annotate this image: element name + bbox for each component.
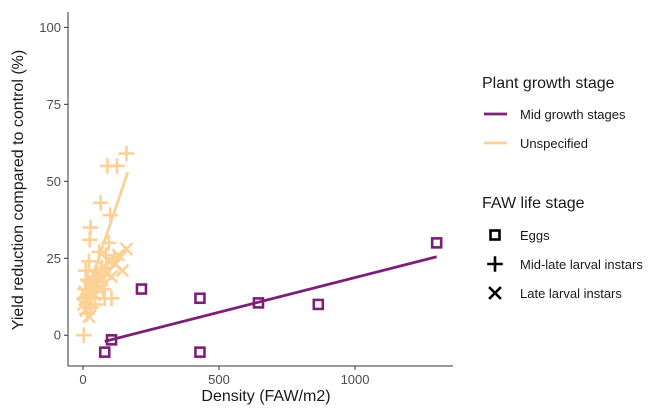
y-tick-label: 100 [39, 20, 61, 35]
x-tick-label: 1000 [341, 372, 370, 387]
y-tick-label: 75 [47, 97, 61, 112]
data-point-plus [81, 231, 98, 248]
data-point-plus [118, 145, 135, 162]
data-point-plus [82, 219, 99, 236]
legend-label-unspecified: Unspecified [520, 136, 588, 151]
y-tick-label: 25 [47, 251, 61, 266]
data-point-square [430, 237, 443, 249]
legend-label-square: Eggs [520, 228, 550, 243]
y-tick-label: 50 [47, 174, 61, 189]
x-axis-title: Density (FAW/m2) [201, 388, 330, 405]
data-point-cross [82, 309, 96, 324]
data-point-square [194, 346, 206, 358]
data-point-square [98, 346, 111, 358]
legend-label-plus: Mid-late larval instars [520, 257, 643, 272]
trend-line-mid_growth [104, 255, 438, 343]
legend-key-plus [487, 256, 503, 272]
y-tick-label: 0 [54, 328, 61, 343]
legend: Plant growth stage FAW life stage Mid gr… [482, 75, 643, 301]
legend-label-mid_growth: Mid growth stages [520, 107, 626, 122]
data-points-layer [75, 145, 443, 358]
legend-label-cross: Late larval instars [520, 286, 622, 301]
data-point-cross [115, 263, 130, 278]
trend-lines-layer [81, 171, 438, 343]
data-point-plus [103, 290, 120, 307]
x-tick-label: 500 [208, 372, 230, 387]
data-point-cross [104, 269, 119, 284]
legend-key-square [489, 229, 501, 241]
trend-line-unspecified [81, 171, 130, 305]
y-axis-title: Yield reduction compared to control (%) [10, 50, 27, 330]
data-point-cross [78, 303, 93, 318]
data-point-plus [92, 195, 109, 211]
data-point-square [312, 298, 325, 311]
data-point-plus [81, 253, 97, 270]
x-tick-label: 0 [79, 372, 86, 387]
data-point-square [194, 292, 206, 305]
data-point-plus [109, 158, 125, 174]
color-legend-title: Plant growth stage [482, 75, 615, 92]
shape-legend-title: FAW life stage [482, 195, 585, 212]
data-point-cross [111, 248, 126, 263]
legend-key-cross [488, 286, 502, 300]
data-point-plus [75, 327, 92, 344]
trend-line-unspecified [81, 248, 129, 300]
data-point-square [135, 283, 148, 295]
data-point-cross [88, 288, 102, 303]
